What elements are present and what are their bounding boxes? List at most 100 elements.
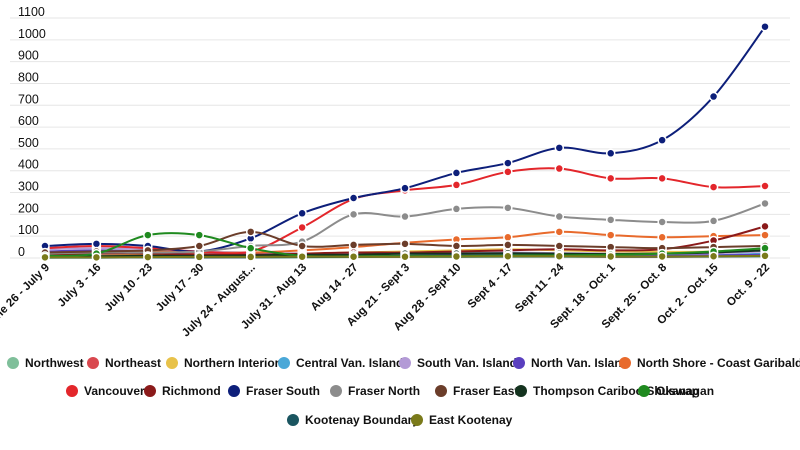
data-point bbox=[451, 241, 462, 251]
legend-marker bbox=[513, 357, 525, 369]
data-point bbox=[245, 227, 256, 237]
legend-marker bbox=[7, 357, 19, 369]
data-point bbox=[503, 240, 513, 250]
legend-marker bbox=[166, 357, 178, 369]
data-point bbox=[40, 252, 50, 263]
legend-item: Northern Interior bbox=[166, 356, 280, 370]
legend: Northwest Northeast Northern Interior Centr… bbox=[7, 356, 800, 427]
y-tick-label: 900 bbox=[18, 49, 39, 63]
legend-item: Northeast bbox=[87, 356, 161, 370]
legend-marker bbox=[278, 357, 290, 369]
data-point bbox=[503, 251, 513, 262]
data-point bbox=[708, 182, 719, 192]
legend-label: Richmond bbox=[162, 384, 221, 398]
data-point bbox=[297, 251, 307, 262]
data-point bbox=[605, 148, 616, 159]
x-tick-label: July 17 - 30 bbox=[154, 262, 206, 314]
data-point bbox=[760, 221, 770, 232]
data-point bbox=[760, 181, 770, 191]
legend-marker bbox=[66, 385, 78, 397]
legend-label: Northeast bbox=[105, 356, 161, 370]
data-point bbox=[194, 230, 205, 240]
data-point bbox=[297, 208, 307, 219]
legend-label: Fraser South bbox=[246, 384, 320, 398]
legend-item: Vancouver bbox=[66, 384, 145, 398]
legend-marker bbox=[638, 385, 650, 397]
legend-marker bbox=[330, 385, 342, 397]
data-point bbox=[554, 227, 565, 237]
data-point bbox=[760, 251, 770, 261]
data-point bbox=[194, 252, 205, 262]
legend-item: Northwest bbox=[7, 356, 84, 370]
data-point bbox=[348, 209, 359, 220]
legend-item: East Kootenay bbox=[411, 413, 513, 427]
data-point bbox=[245, 252, 256, 262]
data-point bbox=[708, 216, 719, 226]
series-lines bbox=[40, 21, 770, 263]
data-point bbox=[400, 251, 410, 262]
x-tick-label: Sept 11 - 24 bbox=[513, 261, 567, 315]
legend-item: Thompson Cariboo Shuswap bbox=[515, 384, 699, 398]
y-tick-label: 400 bbox=[18, 158, 39, 172]
x-tick-label: July 3 - 16 bbox=[56, 262, 104, 310]
x-tick-label: Aug 14 - 27 bbox=[309, 262, 361, 314]
data-point bbox=[503, 203, 513, 213]
legend-label: East Kootenay bbox=[429, 413, 513, 427]
data-point bbox=[554, 241, 565, 251]
data-point bbox=[91, 239, 102, 249]
data-point bbox=[760, 198, 770, 209]
data-point bbox=[760, 243, 770, 253]
data-point bbox=[91, 252, 102, 263]
data-point bbox=[348, 193, 359, 203]
data-point bbox=[554, 143, 565, 153]
legend-label: Kootenay Boundary bbox=[305, 413, 419, 427]
legend-marker bbox=[87, 357, 99, 369]
x-tick-label: July 10 - 23 bbox=[103, 262, 155, 314]
data-point bbox=[657, 217, 667, 227]
legend-label: South Van. Island bbox=[417, 356, 517, 370]
x-tick-label: Oct. 9 - 22 bbox=[725, 262, 772, 309]
data-point bbox=[143, 230, 153, 240]
data-point bbox=[657, 251, 667, 262]
legend-marker bbox=[287, 414, 299, 426]
y-tick-label: 500 bbox=[18, 136, 39, 150]
legend-label: Northern Interior bbox=[184, 356, 280, 370]
data-point bbox=[605, 215, 616, 225]
legend-item: Okanagan bbox=[638, 384, 714, 398]
legend-marker bbox=[619, 357, 631, 369]
data-point bbox=[554, 211, 565, 222]
data-point bbox=[451, 180, 462, 190]
legend-marker bbox=[515, 385, 527, 397]
data-point bbox=[297, 222, 307, 233]
x-tick-label: Sept 4 - 17 bbox=[466, 262, 515, 311]
legend-label: Central Van. Island bbox=[296, 356, 403, 370]
legend-marker bbox=[435, 385, 447, 397]
y-tick-label: 1000 bbox=[18, 27, 46, 41]
data-point bbox=[657, 135, 667, 145]
legend-item: Fraser South bbox=[228, 384, 320, 398]
data-point bbox=[605, 251, 616, 262]
y-axis-ticks: 0 100 200 300 400 500 600 700 800 900 1000 1100 bbox=[18, 5, 46, 259]
x-axis-ticks: June 26 - July 9 July 3 - 16 July 10 - 23 J… bbox=[0, 261, 772, 339]
legend-item: Fraser East bbox=[435, 384, 518, 398]
data-point bbox=[348, 240, 359, 250]
legend-item: Central Van. Island bbox=[278, 356, 403, 370]
legend-item: North Van. Island bbox=[513, 356, 629, 370]
data-point bbox=[194, 241, 205, 251]
y-tick-label: 0 bbox=[18, 245, 25, 259]
data-point bbox=[451, 204, 462, 214]
legend-item: North Shore - Coast Garibaldi bbox=[619, 356, 800, 370]
series-east-kootenay bbox=[40, 251, 770, 263]
legend-marker bbox=[399, 357, 411, 369]
y-tick-label: 700 bbox=[18, 92, 39, 106]
data-point bbox=[605, 173, 616, 184]
legend-label: North Van. Island bbox=[531, 356, 629, 370]
legend-marker bbox=[144, 385, 156, 397]
legend-label: Fraser East bbox=[453, 384, 518, 398]
data-point bbox=[245, 243, 256, 253]
legend-item: Kootenay Boundary bbox=[287, 413, 419, 427]
data-point bbox=[400, 183, 410, 193]
data-point bbox=[657, 173, 667, 184]
data-point bbox=[297, 241, 307, 251]
